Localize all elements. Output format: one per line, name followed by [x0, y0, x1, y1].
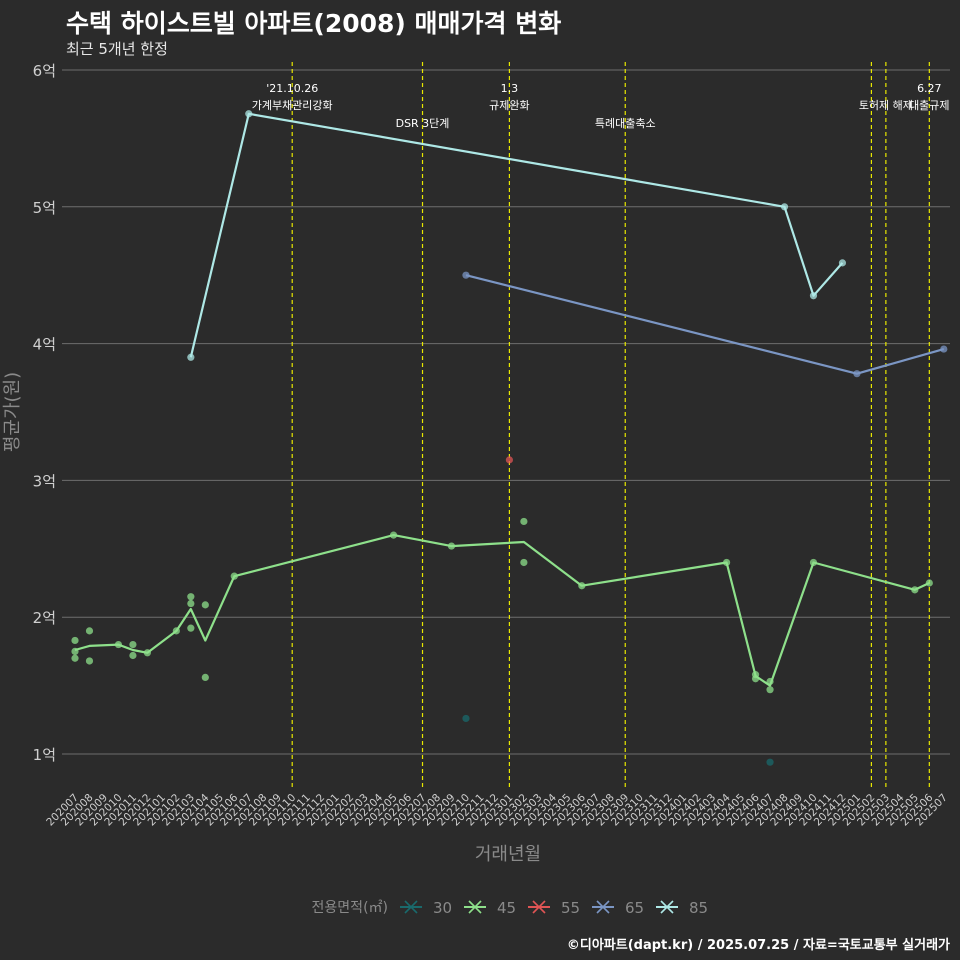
y-tick-label: 1억: [33, 746, 56, 764]
y-tick-label: 5억: [33, 199, 56, 217]
data-point: [71, 636, 79, 645]
y-axis-title: 평균가(원): [2, 372, 23, 452]
legend-cross-icon: [468, 900, 482, 914]
data-point: [85, 657, 94, 665]
legend-key-65: 65: [592, 899, 644, 917]
data-point: [129, 651, 137, 660]
legend-label: 30: [433, 899, 452, 917]
y-tick-label: 3억: [33, 472, 56, 490]
data-point: [245, 110, 253, 118]
data-point: [766, 677, 774, 686]
data-point: [71, 654, 79, 662]
data-point: [462, 271, 470, 279]
legend-label: 55: [561, 899, 580, 917]
series-layer: [71, 110, 948, 766]
data-point: [578, 582, 586, 590]
legend-label: 85: [689, 899, 708, 917]
event-label: 1.3: [501, 82, 519, 95]
data-point: [766, 686, 774, 694]
data-point: [172, 627, 180, 635]
x-axis-title: 거래년월: [475, 844, 541, 865]
data-point: [766, 758, 774, 766]
y-tick-label: 6억: [33, 62, 56, 80]
data-point: [187, 593, 195, 601]
data-point: [447, 542, 456, 550]
data-point: [389, 531, 398, 539]
data-point: [520, 517, 528, 526]
legend-cross-icon: [532, 900, 546, 914]
series-line-45: [74, 534, 930, 687]
legend-cross-icon: [660, 900, 674, 914]
data-point: [520, 558, 528, 567]
legend-cross-icon: [596, 900, 610, 914]
chart-subtitle: 최근 5개년 한정: [66, 40, 168, 58]
y-tick-label: 4억: [33, 336, 56, 354]
series-85: [187, 110, 847, 361]
legend-key-55: 55: [528, 899, 580, 917]
legend-key-30: 30: [400, 899, 452, 917]
x-axis: 2020072020082020092020102020112020122021…: [44, 791, 950, 828]
event-label: 가계부채관리강화: [252, 99, 333, 112]
event-label: DSR 3단계: [396, 117, 450, 130]
event-label: 대출규제: [909, 99, 949, 112]
data-point: [187, 624, 195, 632]
legend-title: 전용면적(㎡): [312, 900, 388, 916]
series-30: [462, 714, 774, 766]
data-point: [230, 572, 238, 580]
data-point: [85, 627, 94, 635]
data-point: [940, 345, 948, 353]
data-point: [187, 353, 195, 361]
data-point: [723, 558, 731, 567]
chart-title: 수택 하이스트빌 아파트(2008) 매매가격 변화: [66, 9, 562, 38]
data-point: [809, 292, 818, 300]
event-label: 6.27: [917, 82, 942, 95]
data-point: [838, 259, 847, 267]
legend-cross-icon: [404, 900, 418, 914]
y-axis: 1억 2억 3억 4억 5억 6억: [33, 62, 56, 764]
legend: 전용면적(㎡) 30 45 55 65 85: [312, 899, 709, 917]
series-line-85: [189, 112, 844, 358]
series-line-65: [465, 274, 945, 375]
data-point: [925, 579, 933, 587]
series-65: [462, 271, 948, 378]
data-point: [911, 586, 919, 594]
legend-label: 45: [497, 899, 516, 917]
data-point: [201, 673, 209, 681]
data-point: [201, 601, 209, 609]
data-point: [462, 714, 470, 723]
series-55: [505, 456, 513, 464]
y-tick-label: 2억: [33, 609, 56, 627]
data-point: [143, 649, 151, 657]
grid-lines: [62, 69, 950, 755]
data-point: [187, 599, 195, 608]
legend-key-85: 85: [656, 899, 708, 917]
data-point: [71, 647, 79, 656]
data-point: [853, 370, 861, 378]
data-point: [114, 640, 123, 649]
event-label: 특례대출축소: [595, 117, 656, 130]
legend-key-45: 45: [464, 899, 516, 917]
data-point: [751, 675, 760, 683]
data-point: [780, 203, 789, 211]
event-label: '21.10.26: [266, 82, 318, 95]
source-caption: ©디아파트(dapt.kr) / 2025.07.25 / 자료=국토교통부 실…: [566, 938, 950, 953]
data-point: [809, 558, 818, 567]
event-label: 규제완화: [489, 99, 529, 112]
legend-label: 65: [625, 899, 644, 917]
series-45: [71, 517, 933, 694]
data-point: [505, 456, 513, 464]
event-label: 토허제 해제: [859, 98, 913, 112]
data-point: [129, 640, 137, 649]
